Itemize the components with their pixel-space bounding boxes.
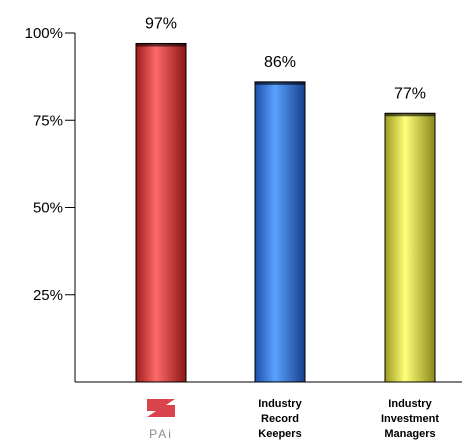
pai-logo: PAi [147,399,175,441]
bar-body [254,81,306,383]
x-tick-label-line: Keepers [258,428,301,440]
data-label: 77% [394,85,426,102]
bar-top [255,81,305,85]
y-tick-label: 25% [33,287,63,304]
data-label: 97% [145,15,177,32]
bars [135,42,436,383]
bar [254,81,306,383]
pai-logo-icon [147,399,175,417]
x-tick-label-line: Investment [381,413,439,425]
x-tick-label: Industry Record Keepers [258,398,302,440]
y-tick-label: 75% [33,112,63,129]
x-tick-label-line: Managers [384,428,435,440]
data-label: 86% [264,54,296,71]
x-tick-label: Industry Investment Managers [381,398,439,440]
bar-body [384,112,436,383]
pai-logo-text: PAi [149,427,173,441]
x-tick-label-line: Industry [258,398,302,410]
bar [384,112,436,383]
bar-body [135,42,187,383]
y-tick-label: 100% [25,25,63,42]
bar-top [136,43,186,47]
x-tick-label-line: Record [261,413,299,425]
bar-top [385,113,435,117]
bar [135,42,187,383]
y-tick-label: 50% [33,200,63,217]
x-tick-label-line: Industry [388,398,432,410]
